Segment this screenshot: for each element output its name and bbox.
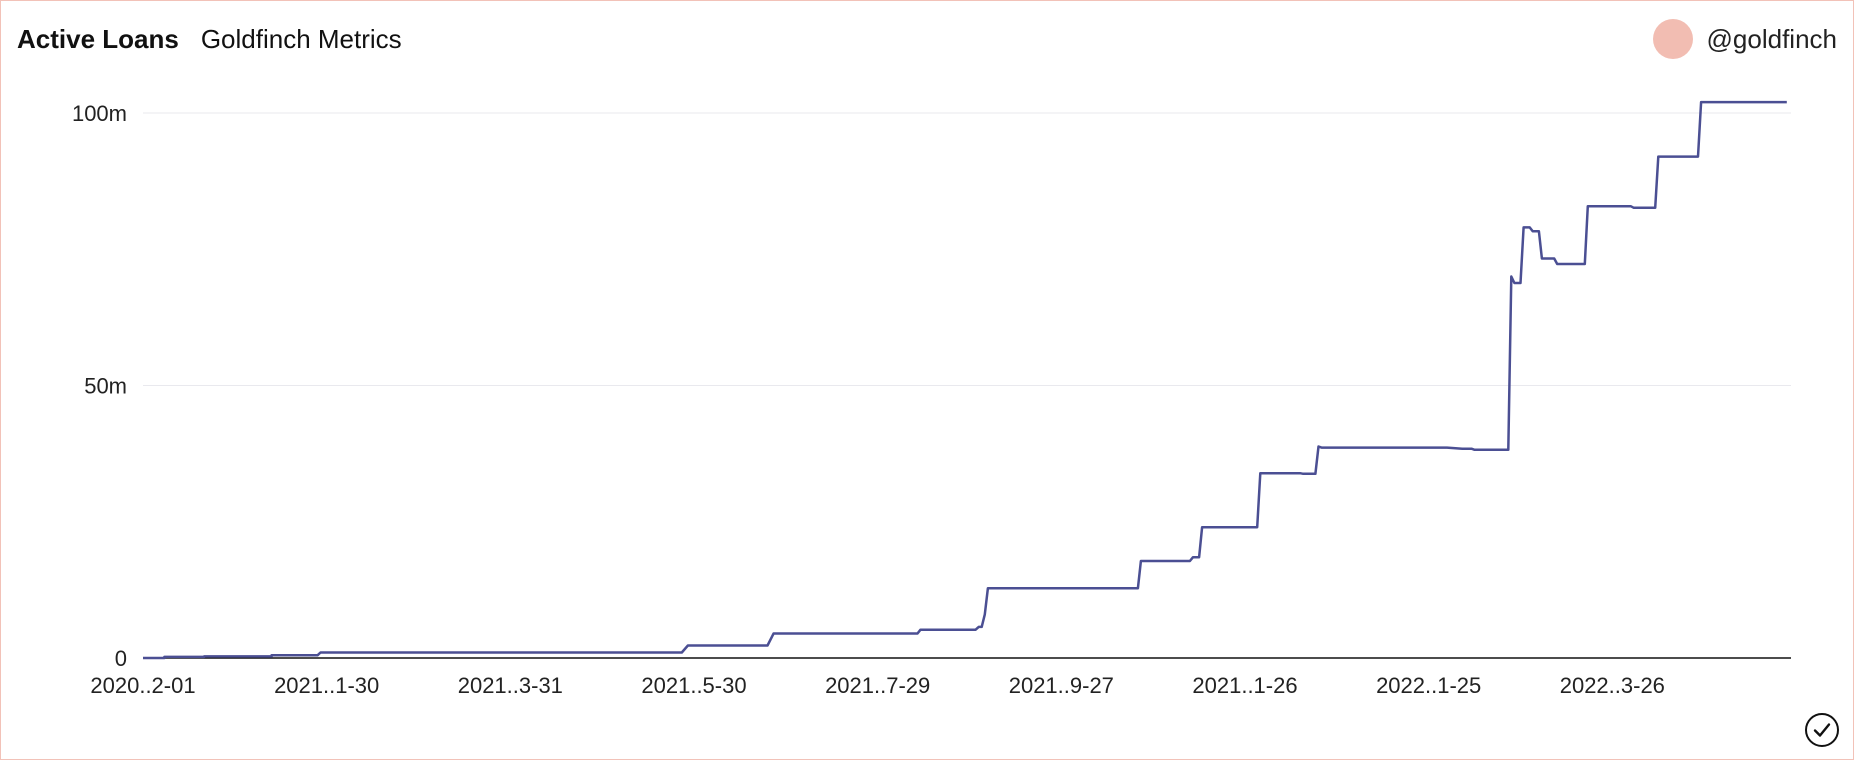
y-tick-label: 100m xyxy=(72,101,127,126)
user-handle[interactable]: @goldfinch xyxy=(1706,23,1837,54)
checkmark-glyph xyxy=(1813,723,1831,737)
x-axis: 2020..2-01 2021..1-30 2021..3-31 2021..5-30… xyxy=(90,673,1665,698)
chart-title: Active Loans xyxy=(17,23,179,54)
series-line xyxy=(143,100,1787,660)
check-circle-icon[interactable] xyxy=(1805,713,1839,747)
x-tick-label: 2020..2-01 xyxy=(90,673,195,698)
chart-header: Active Loans Goldfinch Metrics xyxy=(17,21,402,57)
x-tick-label: 2021..1-26 xyxy=(1192,673,1297,698)
grid-layer xyxy=(143,112,1791,659)
user-badge[interactable]: @goldfinch xyxy=(1652,19,1837,59)
x-tick-label: 2022..3-26 xyxy=(1560,673,1665,698)
chart-subtitle: Goldfinch Metrics xyxy=(200,23,402,54)
x-tick-label: 2022..1-25 xyxy=(1376,673,1481,698)
x-tick-label: 2021..3-31 xyxy=(458,673,563,698)
x-tick-label: 2021..1-30 xyxy=(274,673,379,698)
avatar xyxy=(1652,19,1693,59)
series-layer xyxy=(143,100,1787,660)
x-tick-label: 2021..5-30 xyxy=(641,673,746,698)
x-tick-label: 2021..9-27 xyxy=(1009,673,1114,698)
y-tick-label: 50m xyxy=(84,374,127,399)
y-tick-label: 0 xyxy=(115,646,127,671)
x-tick-label: 2021..7-29 xyxy=(825,673,930,698)
y-axis: 0 50m 100m xyxy=(72,101,127,671)
